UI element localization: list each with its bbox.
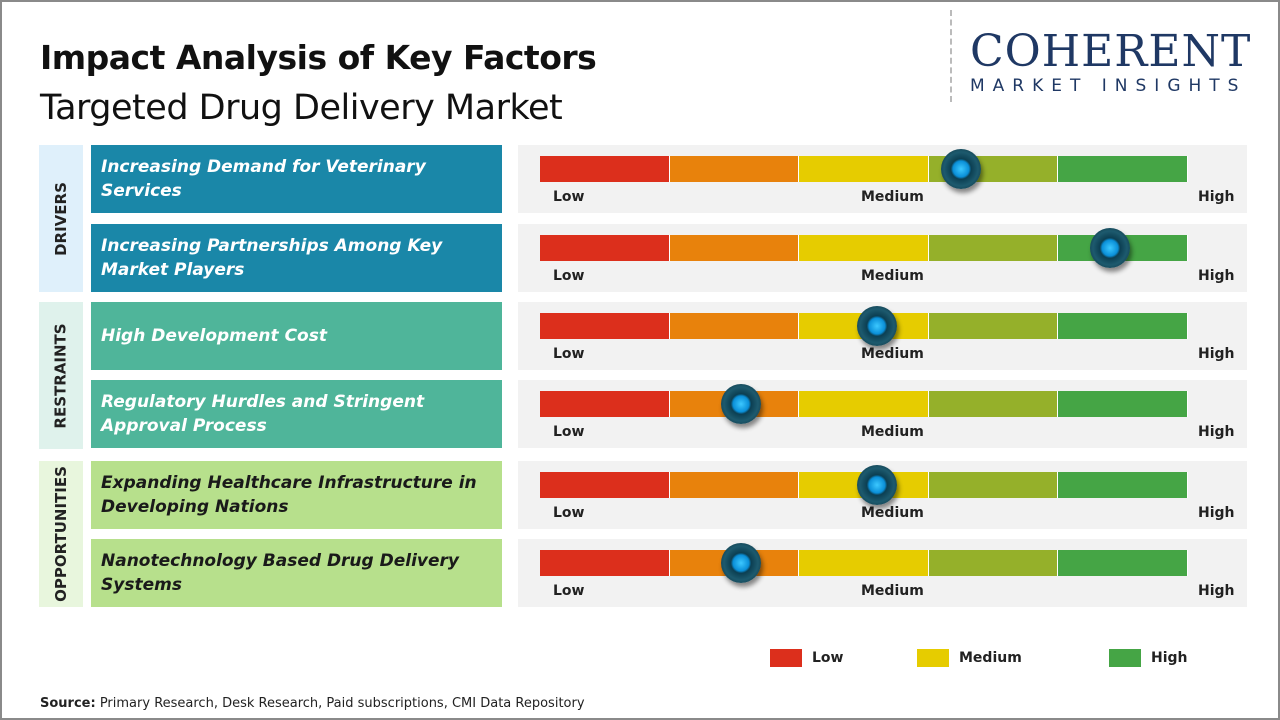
medium-label: Medium (861, 424, 924, 440)
meter-bar (540, 550, 1188, 576)
impact-meter: Low Medium High (518, 461, 1247, 529)
legend-swatch (917, 649, 949, 667)
factor-label: Regulatory Hurdles and Stringent Approva… (91, 380, 502, 448)
impact-indicator-knob (720, 543, 761, 583)
high-label: High (1198, 189, 1235, 205)
logo-main-text: COHERENT (970, 26, 1252, 77)
meter-segment (1058, 156, 1188, 182)
legend-label: High (1151, 650, 1188, 666)
meter-segment (1058, 391, 1188, 417)
meter-segment (799, 550, 929, 576)
meter-segment (1058, 472, 1188, 498)
meter-segment (540, 472, 670, 498)
high-label: High (1198, 268, 1235, 284)
high-label: High (1198, 583, 1235, 599)
medium-label: Medium (861, 346, 924, 362)
meter-bar (540, 156, 1188, 182)
low-label: Low (553, 424, 585, 440)
page-title: Impact Analysis of Key Factors (40, 38, 597, 77)
category-opportunities: OPPORTUNITIES (39, 461, 83, 607)
impact-indicator-knob (1090, 228, 1131, 268)
impact-meter: Low Medium High (518, 224, 1247, 292)
meter-segment (928, 472, 1059, 498)
high-label: High (1198, 424, 1235, 440)
meter-segment (799, 391, 929, 417)
low-label: Low (553, 268, 585, 284)
factor-label: Increasing Partnerships Among Key Market… (91, 224, 502, 292)
legend-item: High (1109, 649, 1188, 667)
low-label: Low (553, 189, 585, 205)
medium-label: Medium (861, 583, 924, 599)
impact-meter: Low Medium High (518, 302, 1247, 370)
meter-segment (669, 156, 800, 182)
impact-meter: Low Medium High (518, 145, 1247, 213)
meter-segment (669, 235, 800, 261)
meter-bar (540, 235, 1188, 261)
factor-label: Nanotechnology Based Drug Delivery Syste… (91, 539, 502, 607)
legend-label: Medium (959, 650, 1022, 666)
meter-segment (540, 235, 670, 261)
legend-swatch (770, 649, 802, 667)
meter-segment (928, 235, 1059, 261)
meter-segment (540, 550, 670, 576)
high-label: High (1198, 505, 1235, 521)
meter-segment (669, 472, 800, 498)
source-label: Source: (40, 696, 96, 711)
factor-label: High Development Cost (91, 302, 502, 370)
impact-indicator-knob (856, 306, 897, 346)
impact-meter: Low Medium High (518, 380, 1247, 448)
medium-label: Medium (861, 189, 924, 205)
meter-segment (799, 156, 929, 182)
meter-bar (540, 391, 1188, 417)
meter-segment (540, 391, 670, 417)
legend-item: Medium (917, 649, 1022, 667)
page-subtitle: Targeted Drug Delivery Market (40, 88, 563, 128)
low-label: Low (553, 505, 585, 521)
meter-segment (799, 235, 929, 261)
medium-label: Medium (861, 505, 924, 521)
company-logo: COHERENT MARKET INSIGHTS (970, 26, 1252, 97)
low-label: Low (553, 346, 585, 362)
source-note: Source: Primary Research, Desk Research,… (40, 696, 585, 711)
legend-swatch (1109, 649, 1141, 667)
legend-item: Low (770, 649, 843, 667)
factor-label: Increasing Demand for Veterinary Service… (91, 145, 502, 213)
meter-segment (540, 156, 670, 182)
meter-segment (1058, 313, 1188, 339)
impact-indicator-knob (856, 465, 897, 505)
impact-meter: Low Medium High (518, 539, 1247, 607)
high-label: High (1198, 346, 1235, 362)
logo-sub-text: MARKET INSIGHTS (970, 76, 1247, 96)
meter-segment (669, 313, 800, 339)
medium-label: Medium (861, 268, 924, 284)
category-label: OPPORTUNITIES (52, 466, 70, 602)
meter-segment (928, 313, 1059, 339)
source-text: Primary Research, Desk Research, Paid su… (95, 696, 585, 711)
category-label: RESTRAINTS (52, 322, 71, 429)
logo-divider (950, 10, 952, 102)
meter-bar (540, 313, 1188, 339)
category-drivers: DRIVERS (39, 145, 83, 292)
meter-segment (928, 391, 1059, 417)
impact-indicator-knob (720, 384, 761, 424)
meter-segment (928, 550, 1059, 576)
legend-label: Low (812, 650, 844, 666)
low-label: Low (553, 583, 585, 599)
meter-segment (540, 313, 670, 339)
factor-label: Expanding Healthcare Infrastructure in D… (91, 461, 502, 529)
category-restraints: RESTRAINTS (39, 302, 83, 449)
meter-segment (1058, 550, 1188, 576)
impact-indicator-knob (941, 149, 982, 189)
category-label: DRIVERS (52, 181, 71, 256)
